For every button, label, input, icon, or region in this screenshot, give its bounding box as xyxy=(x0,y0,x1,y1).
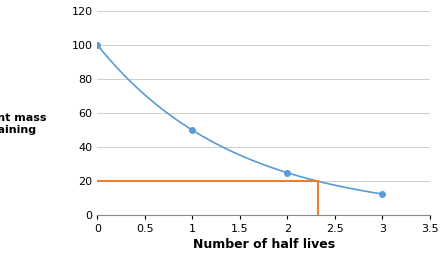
Text: Percent mass
remaining: Percent mass remaining xyxy=(0,113,47,135)
X-axis label: Number of half lives: Number of half lives xyxy=(193,238,334,251)
